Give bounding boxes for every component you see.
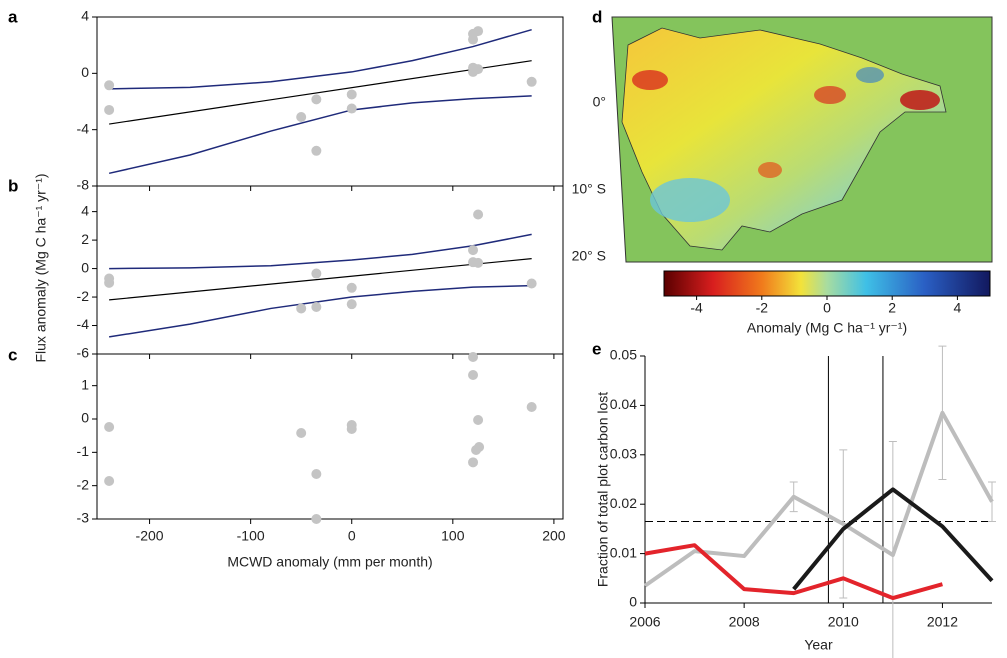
x-tick-label: -100 <box>237 528 265 544</box>
latitude-label: 0° <box>593 94 606 110</box>
latitude-label: 10° S <box>572 181 606 197</box>
data-point <box>311 145 322 156</box>
y-axis-label: Flux anomaly (Mg C ha⁻¹ yr⁻¹) <box>33 173 49 362</box>
data-point <box>311 469 322 479</box>
y-tick-label: -2 <box>77 476 90 492</box>
x-tick-label: 200 <box>542 528 566 544</box>
x-tick-label: 100 <box>441 528 465 544</box>
series-line <box>792 487 994 591</box>
x-tick-label: 0 <box>348 528 356 544</box>
y-tick-label: 0 <box>81 259 89 275</box>
y-tick-label: 0.05 <box>610 347 637 363</box>
y-tick-label: 0 <box>81 64 89 80</box>
latitude-label: 20° S <box>572 248 606 264</box>
panel-letter: a <box>8 7 18 26</box>
map-patch <box>758 162 782 178</box>
y-tick-label: 0.04 <box>610 396 637 412</box>
map-patch <box>856 67 884 83</box>
x-tick-label: 2008 <box>729 614 760 630</box>
x-tick-label: 2006 <box>629 614 660 630</box>
data-point <box>104 277 115 288</box>
y-tick-label: 1 <box>81 376 89 392</box>
y-tick-label: -3 <box>77 510 90 526</box>
data-point <box>473 415 484 425</box>
data-point <box>468 457 479 468</box>
data-point <box>311 514 322 524</box>
data-point <box>311 302 322 313</box>
fit-line <box>109 60 532 125</box>
data-point <box>346 299 357 310</box>
map-patch <box>900 90 940 110</box>
y-tick-label: 0.02 <box>610 495 637 511</box>
data-point <box>468 245 479 256</box>
panel-letter: b <box>8 176 18 195</box>
data-point <box>474 442 485 452</box>
confidence-band <box>109 284 532 338</box>
confidence-band <box>109 28 532 90</box>
colorbar-label: Anomaly (Mg C ha⁻¹ yr⁻¹) <box>747 320 907 336</box>
map-patch <box>632 70 668 90</box>
plot-frame <box>96 185 564 355</box>
y-tick-label: -6 <box>77 345 90 361</box>
data-point <box>104 104 115 115</box>
y-tick-label: -8 <box>77 177 90 193</box>
colorbar-tick-label: 4 <box>954 300 962 316</box>
data-point <box>104 422 115 432</box>
panel-letter: c <box>8 345 17 364</box>
y-tick-label: -2 <box>77 288 90 304</box>
data-point <box>473 209 484 220</box>
data-point <box>468 370 479 380</box>
y-tick-label: 0 <box>629 594 637 610</box>
y-tick-label: 4 <box>81 8 89 24</box>
data-point <box>526 402 537 412</box>
colorbar-tick-label: -4 <box>690 300 703 316</box>
y-tick-label: 2 <box>81 231 89 247</box>
y-tick-label: -4 <box>77 316 90 332</box>
series-line <box>644 543 943 601</box>
colorbar-tick-label: 2 <box>888 300 896 316</box>
data-point <box>346 424 357 434</box>
map-patch <box>814 86 846 104</box>
data-point <box>104 476 115 486</box>
x-axis-label: Year <box>804 637 833 653</box>
map-patch <box>650 178 730 222</box>
x-tick-label: -200 <box>136 528 164 544</box>
panel-letter: e <box>592 339 601 358</box>
confidence-band <box>108 95 532 175</box>
data-point <box>296 303 307 314</box>
data-point <box>473 257 484 268</box>
data-point <box>296 428 307 438</box>
data-point <box>311 94 322 105</box>
y-tick-label: 0.03 <box>610 446 637 462</box>
y-tick-label: 4 <box>81 202 89 218</box>
data-point <box>296 111 307 122</box>
y-tick-label: 0.01 <box>610 544 637 560</box>
data-point <box>346 282 357 293</box>
map <box>611 16 993 263</box>
colorbar <box>663 270 991 297</box>
colorbar-tick-label: -2 <box>756 300 769 316</box>
y-tick-label: -4 <box>77 120 90 136</box>
plot-frame <box>96 353 564 520</box>
y-tick-label: -1 <box>77 443 90 459</box>
data-point <box>473 64 484 75</box>
x-tick-label: 2010 <box>828 614 859 630</box>
x-axis-label: MCWD anomaly (mm per month) <box>227 554 432 570</box>
panel-letter: d <box>592 7 602 26</box>
data-point <box>468 352 479 362</box>
data-point <box>346 103 357 114</box>
data-point <box>346 89 357 100</box>
y-axis-label: Fraction of total plot carbon lost <box>595 392 611 587</box>
data-point <box>526 278 537 289</box>
data-point <box>526 76 537 87</box>
y-tick-label: 0 <box>81 410 89 426</box>
data-point <box>473 26 484 37</box>
data-point <box>468 34 479 45</box>
colorbar-tick-label: 0 <box>823 300 831 316</box>
x-tick-label: 2012 <box>927 614 958 630</box>
fit-line <box>109 258 532 301</box>
data-point <box>311 268 322 279</box>
data-point <box>104 80 115 91</box>
